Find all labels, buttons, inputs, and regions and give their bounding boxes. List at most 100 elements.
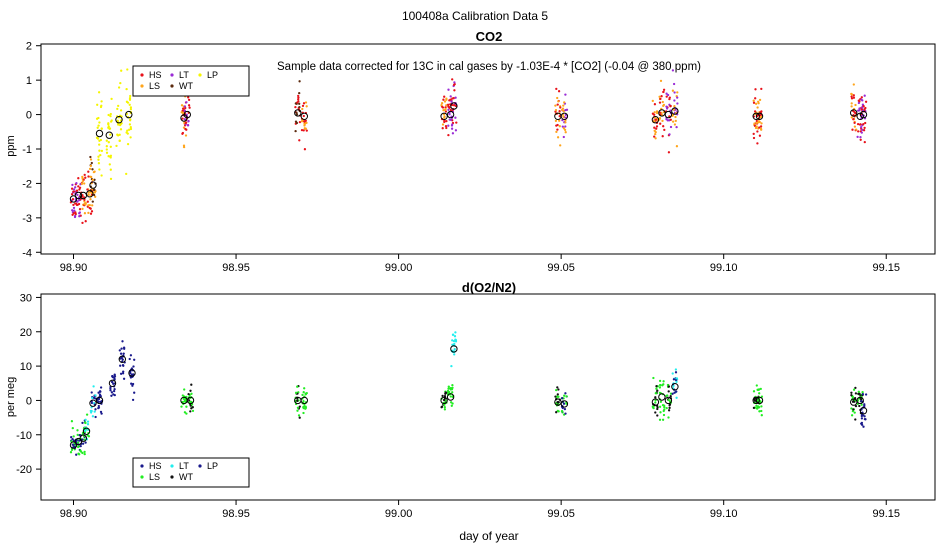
co2-data-point bbox=[661, 135, 664, 138]
co2-data-point bbox=[561, 107, 565, 110]
o2n2-data-point bbox=[449, 395, 452, 398]
co2-data-point bbox=[558, 125, 561, 128]
co2-data-point bbox=[89, 207, 92, 210]
co2-data-point bbox=[89, 164, 93, 168]
co2-data-point bbox=[91, 178, 95, 182]
co2-data-point bbox=[303, 148, 307, 151]
co2-data-point bbox=[91, 168, 94, 171]
o2n2-data-point bbox=[451, 386, 454, 389]
co2-data-point bbox=[126, 68, 129, 71]
o2n2-data-point bbox=[190, 383, 193, 386]
co2-data-point bbox=[298, 120, 302, 124]
o2n2-data-point bbox=[453, 342, 456, 346]
o2n2-data-point bbox=[129, 354, 133, 357]
co2-data-point bbox=[72, 203, 75, 207]
co2-data-point bbox=[444, 107, 447, 111]
co2-data-point bbox=[859, 138, 862, 141]
o2n2-data-point bbox=[857, 390, 860, 393]
o2n2-data-point bbox=[556, 386, 559, 389]
o2n2-data-point bbox=[113, 388, 116, 391]
o2n2-legend-entry-lt: LT bbox=[170, 461, 189, 471]
co2-data-point bbox=[116, 107, 119, 111]
co2-data-point bbox=[100, 104, 103, 107]
o2n2-data-point bbox=[183, 411, 187, 414]
co2-data-point bbox=[84, 176, 87, 179]
o2n2-cluster-mean bbox=[89, 399, 97, 407]
co2-data-point bbox=[305, 105, 308, 108]
co2-data-point bbox=[655, 127, 658, 130]
co2-y-tick-label: -2 bbox=[22, 178, 32, 190]
o2n2-data-point bbox=[185, 405, 188, 408]
o2n2-data-point bbox=[296, 399, 299, 402]
co2-data-point bbox=[107, 141, 110, 144]
co2-data-point bbox=[864, 100, 868, 103]
o2n2-data-point bbox=[440, 405, 444, 408]
co2-data-point bbox=[863, 140, 866, 144]
co2-data-point bbox=[668, 96, 671, 99]
co2-data-point bbox=[78, 198, 81, 202]
co2-data-point bbox=[555, 87, 558, 91]
o2n2-data-point bbox=[854, 386, 857, 390]
co2-data-point bbox=[562, 127, 566, 130]
co2-data-point bbox=[301, 107, 304, 111]
co2-data-point bbox=[296, 101, 299, 104]
co2-data-point bbox=[302, 102, 306, 105]
o2n2-data-point bbox=[113, 378, 116, 381]
co2-data-point bbox=[558, 119, 561, 122]
o2n2-data-point bbox=[129, 376, 133, 379]
o2n2-data-point bbox=[180, 405, 183, 408]
co2-data-point bbox=[109, 177, 113, 181]
co2-data-point bbox=[108, 127, 112, 130]
o2n2-y-tick-label: -10 bbox=[16, 430, 32, 442]
co2-legend: HS LS LT WT LP bbox=[132, 65, 250, 97]
co2-data-point bbox=[97, 155, 100, 158]
co2-data-point bbox=[659, 122, 662, 125]
o2n2-data-point bbox=[560, 409, 564, 413]
o2n2-data-point bbox=[112, 382, 115, 385]
co2-data-point bbox=[665, 95, 668, 98]
co2-data-point bbox=[758, 120, 761, 124]
co2-data-point bbox=[87, 170, 90, 173]
co2-data-point bbox=[857, 109, 860, 112]
co2-data-point bbox=[294, 129, 297, 133]
co2-data-point bbox=[556, 128, 559, 131]
o2n2-data-point bbox=[448, 390, 451, 394]
co2-data-point bbox=[443, 100, 447, 103]
co2-data-point bbox=[448, 99, 451, 102]
o2n2-legend: HS LS LT WT LP bbox=[132, 457, 250, 488]
o2n2-data-point bbox=[112, 393, 115, 396]
co2-data-point bbox=[183, 105, 187, 108]
o2n2-x-tick-label: 99.00 bbox=[385, 508, 413, 520]
co2-data-point bbox=[98, 121, 101, 124]
o2n2-legend-marker-lp bbox=[198, 464, 202, 468]
o2n2-data-point bbox=[860, 414, 863, 418]
co2-data-point bbox=[454, 96, 457, 99]
co2-data-point bbox=[187, 96, 190, 99]
co2-data-point bbox=[858, 107, 861, 110]
o2n2-data-point bbox=[110, 394, 113, 397]
co2-data-point bbox=[559, 106, 562, 109]
o2n2-data-point bbox=[83, 450, 86, 454]
co2-data-point bbox=[74, 214, 77, 218]
o2n2-data-point bbox=[91, 415, 95, 418]
co2-data-point bbox=[669, 104, 672, 108]
co2-data-point bbox=[676, 102, 679, 105]
o2n2-data-point bbox=[298, 405, 301, 408]
o2n2-data-point bbox=[752, 390, 756, 393]
o2n2-axis-ticks: 98.90 98.95 99.00 99.05 99.10 99.15 -20 -10 0 10 2… bbox=[16, 292, 900, 520]
o2n2-data-point bbox=[122, 370, 125, 373]
co2-data-point bbox=[860, 96, 863, 99]
co2-data-point bbox=[658, 95, 661, 98]
o2n2-legend-label-hs: HS bbox=[149, 461, 162, 471]
co2-data-point bbox=[665, 92, 668, 95]
co2-data-point bbox=[107, 123, 110, 126]
o2n2-data-point bbox=[453, 335, 457, 338]
o2n2-data-point bbox=[83, 452, 86, 456]
o2n2-data-point bbox=[87, 435, 91, 438]
o2n2-data-point bbox=[98, 390, 102, 393]
co2-data-point bbox=[440, 103, 443, 107]
co2-data-point bbox=[444, 106, 447, 109]
o2n2-legend-marker-lt bbox=[170, 464, 174, 468]
co2-data-point bbox=[564, 131, 567, 134]
co2-data-point bbox=[850, 105, 853, 108]
